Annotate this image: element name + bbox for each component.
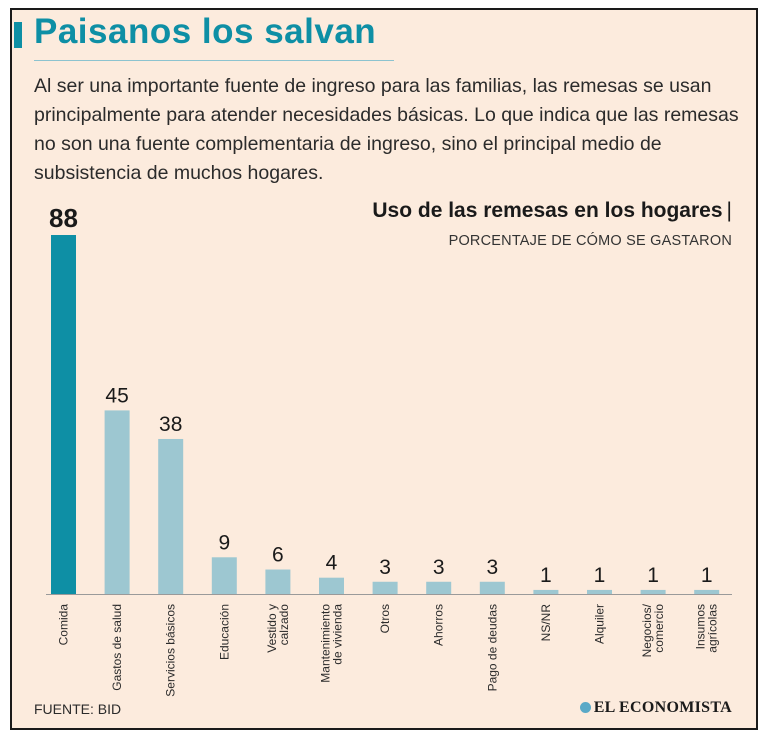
data-label: 38	[159, 413, 182, 436]
category-label-line: Gastos de salud	[110, 604, 124, 691]
title-underline	[34, 60, 394, 61]
bar	[640, 589, 666, 594]
category-label: Alquiler	[593, 604, 607, 644]
data-label: 3	[379, 556, 391, 579]
logo-text: EL ECONOMISTA	[593, 699, 732, 716]
category-label-line: Insumos	[694, 604, 708, 649]
infographic-frame	[10, 8, 758, 730]
publisher-logo: EL ECONOMISTA	[579, 699, 732, 717]
category-label-line: Comida	[57, 604, 71, 646]
page-title: Paisanos los salvan	[34, 12, 377, 51]
category-label-line: Ahorros	[432, 604, 446, 646]
data-label: 3	[486, 556, 498, 579]
category-label-line: Negocios/	[640, 603, 654, 657]
bar	[587, 589, 612, 594]
bar	[479, 581, 505, 594]
bar	[158, 438, 184, 594]
data-label: 88	[49, 203, 78, 233]
bar	[533, 589, 559, 594]
chart-title-separator: |	[726, 199, 732, 222]
bar	[694, 589, 720, 594]
category-label: Pago de deudas	[485, 604, 499, 691]
category-label: Otros	[378, 604, 392, 633]
category-label: NS/NR	[539, 604, 553, 642]
bar	[372, 581, 398, 594]
category-label-line: Pago de deudas	[485, 604, 499, 691]
logo-mark-icon	[579, 702, 591, 713]
chart-title: Uso de las remesas en los hogares |	[372, 199, 732, 223]
data-label: 45	[105, 384, 128, 407]
data-label: 1	[647, 564, 659, 587]
data-label: 1	[701, 564, 713, 587]
data-label: 9	[218, 531, 230, 554]
bar	[104, 410, 130, 594]
bar	[265, 569, 291, 594]
bar	[211, 557, 237, 594]
data-label: 1	[594, 564, 606, 587]
category-label-line: Vestido y	[265, 604, 279, 653]
data-label: 3	[433, 556, 445, 579]
source-note: FUENTE: BID	[34, 701, 122, 717]
category-label-line: NS/NR	[539, 604, 553, 642]
category-label: Servicios básicos	[164, 604, 178, 697]
category-label-line: Servicios básicos	[164, 604, 178, 697]
chart-subtitle: PORCENTAJE DE CÓMO SE GASTARON	[448, 233, 732, 249]
category-label-line: comercio	[652, 604, 666, 653]
category-label: Comida	[57, 604, 71, 646]
bar	[319, 577, 344, 594]
category-label-line: Alquiler	[593, 604, 607, 644]
category-label: Educación	[217, 604, 231, 660]
category-label-line: Otros	[378, 604, 392, 633]
category-label-line: Mantenimiento	[319, 604, 333, 683]
category-label-line: agrícolas	[706, 604, 720, 653]
data-label: 6	[272, 544, 284, 567]
category-label-line: de vivienda	[331, 604, 345, 665]
bar	[426, 581, 452, 594]
chart-title-text: Uso de las remesas en los hogares	[372, 199, 723, 222]
category-label: Gastos de salud	[110, 604, 124, 691]
category-label-line: calzado	[277, 604, 291, 646]
title-accent-bar	[14, 22, 22, 48]
data-label: 1	[540, 564, 552, 587]
category-label: Ahorros	[432, 604, 446, 646]
bar	[51, 235, 76, 594]
intro-paragraph: Al ser una importante fuente de ingreso …	[34, 75, 739, 184]
category-label-line: Educación	[217, 604, 231, 660]
category-label: Negocios/comercio	[640, 603, 666, 657]
data-label: 4	[326, 552, 338, 575]
